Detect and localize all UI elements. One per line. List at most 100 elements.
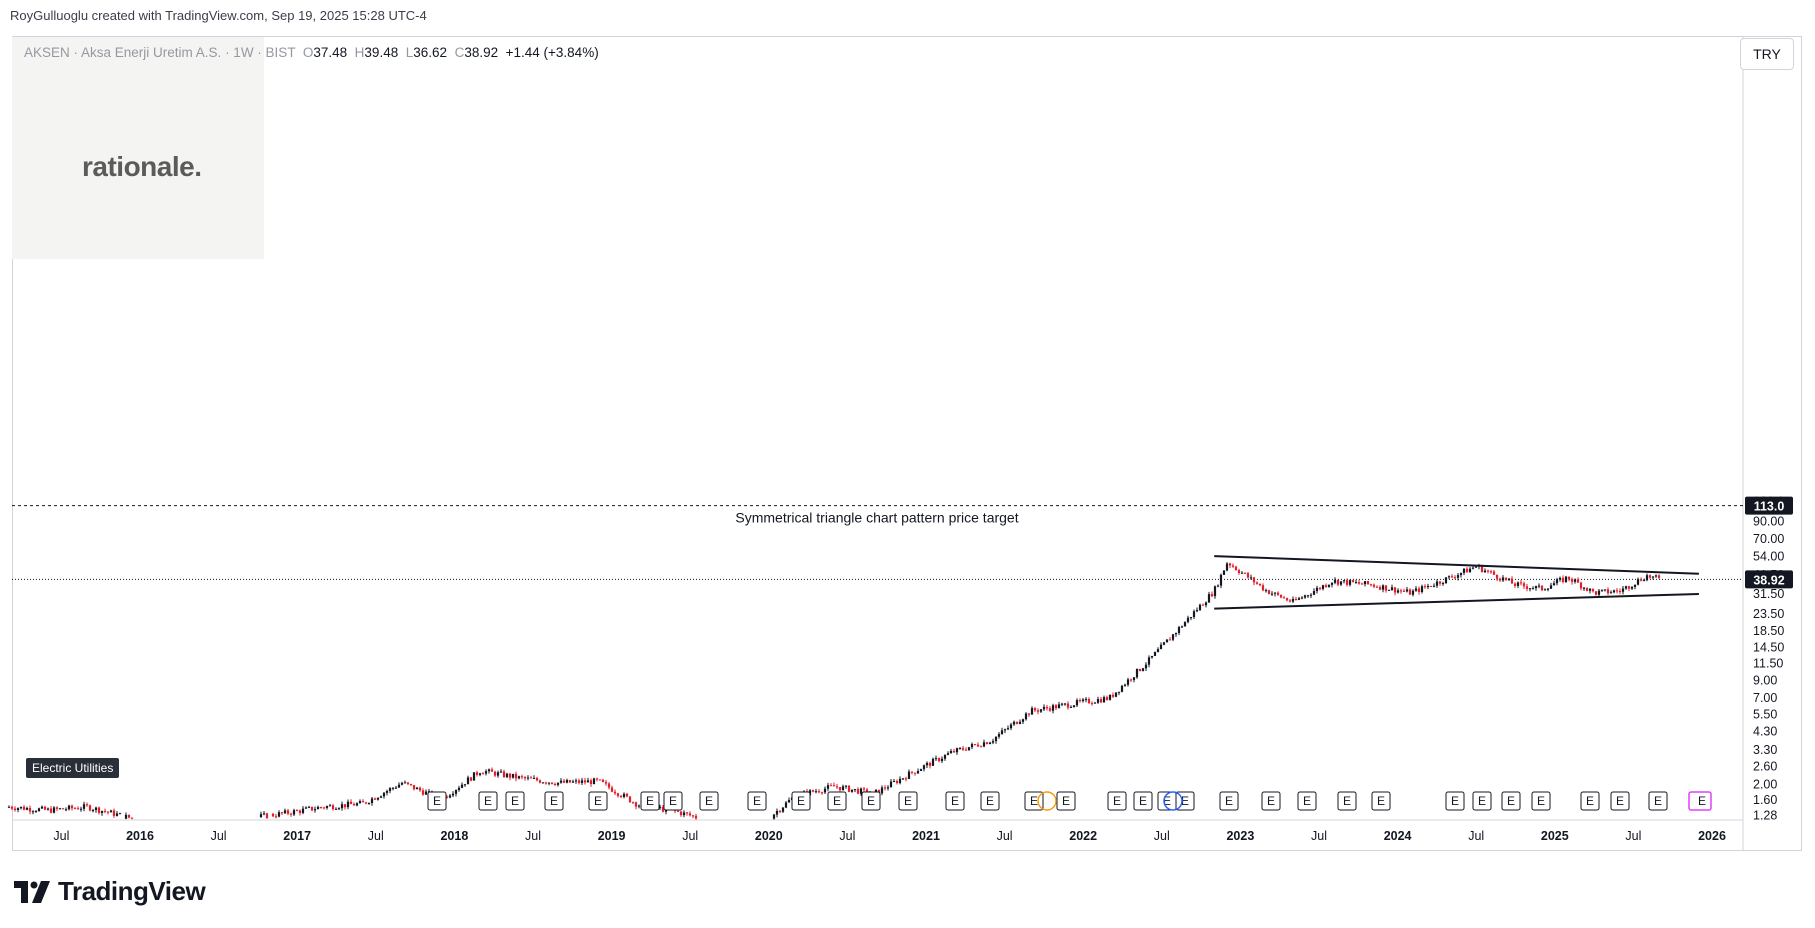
candle-body xyxy=(1621,588,1625,592)
earnings-event-marker xyxy=(1472,791,1492,811)
earnings-event-label: E xyxy=(1478,794,1486,808)
candle-body xyxy=(415,787,419,790)
candle-body xyxy=(1399,590,1403,592)
candle-body xyxy=(43,806,47,810)
earnings-event-marker xyxy=(980,791,1000,811)
candle-body xyxy=(31,811,35,813)
candle-body xyxy=(943,754,947,759)
open-value: 37.48 xyxy=(313,45,348,60)
candle-body xyxy=(1486,570,1490,572)
candle-body xyxy=(550,782,554,785)
candle-body xyxy=(1288,600,1292,602)
high-label: H xyxy=(354,45,365,60)
candle-body xyxy=(1624,586,1628,589)
candle-body xyxy=(1519,582,1523,584)
candle-body xyxy=(1318,587,1322,589)
price-tick-label: 70.00 xyxy=(1753,532,1784,546)
candle-body xyxy=(73,808,77,810)
candle-body xyxy=(988,742,992,745)
symbol-legend[interactable]: AKSEN · Aksa Enerji Uretim A.S. · 1W · B… xyxy=(24,45,599,60)
candle-body xyxy=(1297,598,1301,600)
candle-body xyxy=(1402,590,1406,592)
candle-body xyxy=(115,813,119,816)
candle-body xyxy=(928,762,932,766)
candle-body xyxy=(421,790,425,795)
tradingview-wordmark: TradingView xyxy=(58,876,206,906)
sector-badge[interactable]: Electric Utilities xyxy=(26,758,120,778)
earnings-event-marker xyxy=(1219,791,1239,811)
candle-body xyxy=(1495,574,1499,579)
candle-body xyxy=(1312,591,1316,595)
candle-body xyxy=(610,787,614,792)
candle-body xyxy=(1333,579,1337,583)
earnings-event-marker xyxy=(588,791,608,811)
earnings-event-marker xyxy=(505,791,525,811)
candle-body xyxy=(1201,604,1205,606)
candle-body xyxy=(127,814,131,818)
candle-body xyxy=(352,804,356,806)
candle-body xyxy=(1492,571,1496,575)
candle-body xyxy=(460,784,464,788)
candle-body xyxy=(1423,586,1427,588)
candle-body xyxy=(1471,567,1475,569)
candle-body xyxy=(322,807,326,809)
candle-body xyxy=(1138,668,1142,671)
candle-body xyxy=(838,787,842,791)
candle-body xyxy=(1018,721,1022,724)
price-tick-label: 7.00 xyxy=(1753,691,1777,705)
candle-body xyxy=(961,748,965,750)
candle-body xyxy=(562,780,566,783)
candle-body xyxy=(955,748,959,753)
candle-body xyxy=(970,744,974,748)
candle-body xyxy=(424,791,428,795)
candle-body xyxy=(97,807,101,813)
candle-body xyxy=(1069,706,1073,708)
time-tick-label: Jul xyxy=(1625,829,1641,843)
candle-body xyxy=(814,791,818,793)
candle-body xyxy=(1177,627,1181,634)
earnings-event-marker xyxy=(1371,791,1391,811)
earnings-event-label: E xyxy=(1343,794,1351,808)
candle-body xyxy=(1282,597,1286,599)
candle-body xyxy=(1636,579,1640,585)
candle-body xyxy=(1432,585,1436,587)
candle-body xyxy=(1360,583,1364,585)
time-tick-label: 2019 xyxy=(598,829,626,843)
earnings-event-label: E xyxy=(1507,794,1515,808)
candle-body xyxy=(1024,713,1028,720)
candle-body xyxy=(265,813,269,819)
candle-body xyxy=(1327,584,1331,587)
candle-body xyxy=(1108,694,1112,700)
candle-body xyxy=(502,771,506,778)
earnings-event-marker xyxy=(1107,791,1127,811)
currency-button[interactable]: TRY xyxy=(1740,38,1794,70)
candle-body xyxy=(472,772,476,781)
candle-body xyxy=(400,782,404,785)
candle-body xyxy=(283,810,287,814)
candle-body xyxy=(262,813,266,815)
candle-body xyxy=(1210,594,1214,597)
candle-body xyxy=(1225,563,1229,571)
candle-body xyxy=(862,788,866,790)
candle-body xyxy=(1438,581,1442,584)
candle-body xyxy=(106,811,110,813)
candle-body xyxy=(1207,594,1211,603)
candle-body xyxy=(952,751,956,753)
target-annotation: Symmetrical triangle chart pattern price… xyxy=(735,510,1018,526)
candle-body xyxy=(1264,590,1268,592)
candle-body xyxy=(1504,577,1508,580)
candle-body xyxy=(1381,585,1385,590)
candle-body xyxy=(1189,617,1193,619)
earnings-event-marker xyxy=(861,791,881,811)
candle-body xyxy=(1249,577,1253,579)
candle-body xyxy=(1582,587,1586,589)
earnings-event-label: E xyxy=(433,794,441,808)
candle-body xyxy=(1255,582,1259,584)
candle-body xyxy=(1285,598,1289,601)
candle-body xyxy=(385,791,389,793)
candle-body xyxy=(358,801,362,804)
candle-body xyxy=(271,813,275,817)
candle-body xyxy=(1126,679,1130,685)
tradingview-logo[interactable]: TradingView xyxy=(14,876,206,907)
